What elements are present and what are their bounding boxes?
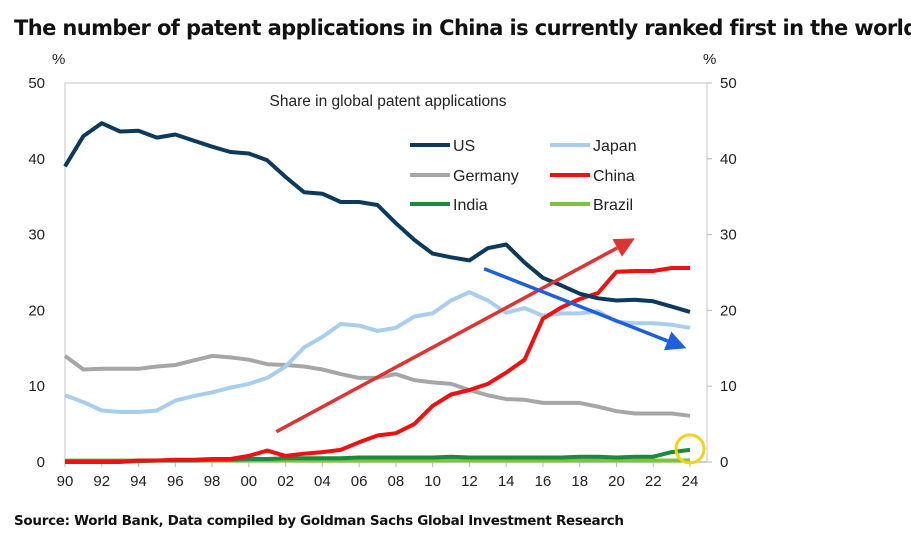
y-tick-label-right: 20 [720, 302, 737, 319]
page-title: The number of patent applications in Chi… [14, 16, 911, 40]
y-tick-label-right: 10 [720, 378, 737, 395]
y-tick-label-left: 50 [28, 75, 45, 92]
x-tick-label: 06 [351, 473, 368, 490]
y-tick-label-right: 50 [720, 75, 737, 92]
x-tick-label: 10 [424, 473, 441, 490]
trend-arrow-line [275, 246, 619, 434]
x-tick-label: 16 [535, 473, 552, 490]
x-tick-label: 08 [388, 473, 405, 490]
x-tick-label: 94 [130, 473, 147, 490]
trend-arrow-head [664, 331, 687, 351]
x-tick-label: 24 [682, 473, 699, 490]
series-line-japan [64, 290, 691, 414]
legend-label-germany: Germany [453, 168, 519, 185]
y-tick-label-left: 0 [37, 454, 45, 471]
highlight-circle [674, 433, 706, 465]
x-tick-label: 12 [461, 473, 478, 490]
y-tick-label-left: 10 [28, 378, 45, 395]
legend-label-india: India [453, 197, 488, 214]
x-tick-label: 02 [277, 473, 294, 490]
chart-subtitle: Share in global patent applications [270, 93, 507, 110]
y-axis-unit-left: % [52, 51, 65, 68]
x-tick-label: 00 [240, 473, 257, 490]
legend-label-us: US [453, 138, 475, 155]
x-tick-label: 20 [608, 473, 625, 490]
trend-arrow-head [612, 238, 635, 257]
series-line-us [63, 121, 691, 314]
legend-label-china: China [593, 168, 635, 185]
x-tick-label: 18 [571, 473, 588, 490]
y-tick-label-right: 30 [720, 227, 737, 244]
x-tick-label: 14 [498, 473, 515, 490]
x-tick-label: 22 [645, 473, 662, 490]
x-tick-label: 04 [314, 473, 331, 490]
y-tick-label-left: 40 [28, 151, 45, 168]
y-tick-label-left: 20 [28, 302, 45, 319]
y-tick-label-right: 0 [720, 454, 728, 471]
x-tick-label: 90 [57, 473, 74, 490]
plot-frame [64, 82, 708, 462]
y-tick-label-left: 30 [28, 227, 45, 244]
series-line-germany [63, 353, 691, 418]
trend-arrow-line [483, 267, 669, 343]
legend-label-japan: Japan [593, 138, 637, 155]
legend-label-brazil: Brazil [593, 197, 633, 214]
y-tick-label-right: 40 [720, 151, 737, 168]
x-tick-label: 92 [93, 473, 110, 490]
x-tick-label: 96 [167, 473, 184, 490]
source-note: Source: World Bank, Data compiled by Gol… [14, 513, 624, 529]
x-tick-label: 98 [204, 473, 221, 490]
y-axis-unit-right: % [703, 51, 716, 68]
